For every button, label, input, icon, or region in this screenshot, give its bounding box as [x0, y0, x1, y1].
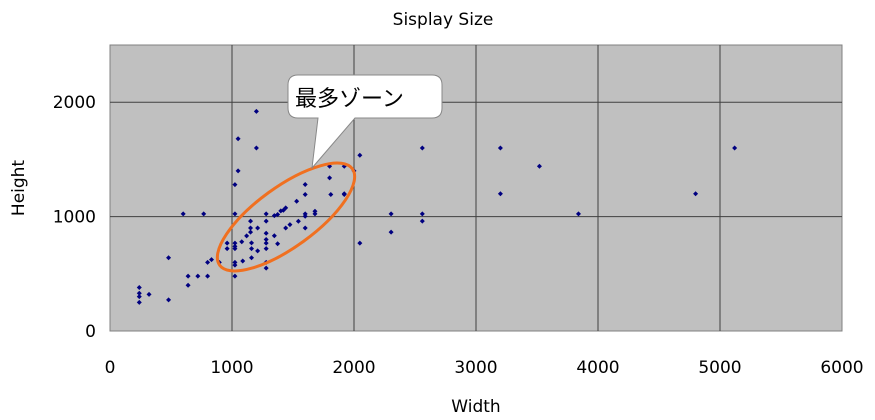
- data-point: [693, 191, 699, 197]
- data-point: [732, 145, 738, 151]
- data-point: [205, 273, 211, 279]
- data-point: [357, 152, 363, 158]
- data-point: [275, 212, 281, 218]
- data-point: [146, 291, 152, 297]
- data-point: [302, 181, 308, 187]
- data-point: [388, 229, 394, 235]
- data-point: [239, 239, 245, 245]
- x-tick-label: 5000: [698, 358, 741, 378]
- data-point: [136, 285, 142, 291]
- data-point: [255, 248, 261, 254]
- x-axis-label: Width: [451, 397, 500, 417]
- data-point: [536, 163, 542, 169]
- data-point: [263, 265, 269, 271]
- data-point: [419, 211, 425, 217]
- data-point: [232, 273, 238, 279]
- data-point: [263, 236, 269, 242]
- data-point: [255, 225, 261, 231]
- data-point: [232, 259, 238, 265]
- data-point: [302, 192, 308, 198]
- data-point: [136, 299, 142, 305]
- data-point: [294, 198, 300, 204]
- data-point: [232, 240, 238, 246]
- data-point: [283, 225, 289, 231]
- data-point: [195, 273, 201, 279]
- x-tick-label: 0: [105, 358, 116, 378]
- data-point: [185, 273, 191, 279]
- data-point: [357, 240, 363, 246]
- data-point: [235, 136, 241, 142]
- data-point: [271, 233, 277, 239]
- data-point: [235, 168, 241, 174]
- data-point: [232, 211, 238, 217]
- data-point: [263, 246, 269, 252]
- y-axis-label: Height: [9, 160, 29, 217]
- data-point: [263, 211, 269, 217]
- y-tick-label: 0: [85, 322, 96, 342]
- data-point: [166, 255, 172, 261]
- data-point: [263, 240, 269, 246]
- data-point: [497, 145, 503, 151]
- data-point: [388, 211, 394, 217]
- data-point: [575, 211, 581, 217]
- data-point: [253, 145, 259, 151]
- data-point: [249, 255, 255, 261]
- x-tick-label: 3000: [454, 358, 497, 378]
- data-point: [205, 259, 211, 265]
- x-tick-label: 6000: [820, 358, 863, 378]
- data-point: [312, 211, 318, 217]
- y-tick-label: 1000: [53, 208, 96, 228]
- data-point: [249, 246, 255, 252]
- callout-bubble: [287, 74, 443, 170]
- data-point: [341, 191, 347, 197]
- data-point: [136, 290, 142, 296]
- data-point: [275, 241, 281, 247]
- data-point: [136, 294, 142, 300]
- x-tick-label: 2000: [332, 358, 375, 378]
- data-point: [180, 211, 186, 217]
- x-tick-label: 1000: [210, 358, 253, 378]
- data-point: [224, 240, 230, 246]
- chart-title: Sisplay Size: [393, 10, 494, 30]
- data-point: [249, 240, 255, 246]
- data-point: [302, 225, 308, 231]
- data-point: [244, 233, 250, 239]
- data-point: [209, 257, 215, 263]
- data-point: [185, 282, 191, 288]
- data-point: [248, 218, 254, 224]
- data-point: [295, 218, 301, 224]
- data-point: [419, 218, 425, 224]
- data-point: [497, 191, 503, 197]
- data-point: [302, 211, 308, 217]
- callout-text: 最多ゾーン: [295, 87, 404, 112]
- data-point: [283, 205, 289, 211]
- y-tick-label: 2000: [53, 93, 96, 113]
- data-point: [240, 258, 246, 264]
- data-point: [232, 262, 238, 268]
- x-tick-label: 4000: [576, 358, 619, 378]
- annotation-ellipse: [215, 161, 357, 273]
- data-point: [312, 208, 318, 214]
- data-point: [328, 192, 334, 198]
- data-point: [232, 182, 238, 188]
- data-point: [166, 297, 172, 303]
- data-point: [419, 145, 425, 151]
- data-point: [263, 218, 269, 224]
- data-point: [327, 175, 333, 181]
- data-point: [263, 230, 269, 236]
- data-point: [232, 246, 238, 252]
- data-point: [201, 211, 207, 217]
- data-point: [224, 246, 230, 252]
- data-point: [248, 225, 254, 231]
- data-point: [287, 222, 293, 228]
- data-point: [248, 229, 254, 235]
- data-point: [253, 108, 259, 114]
